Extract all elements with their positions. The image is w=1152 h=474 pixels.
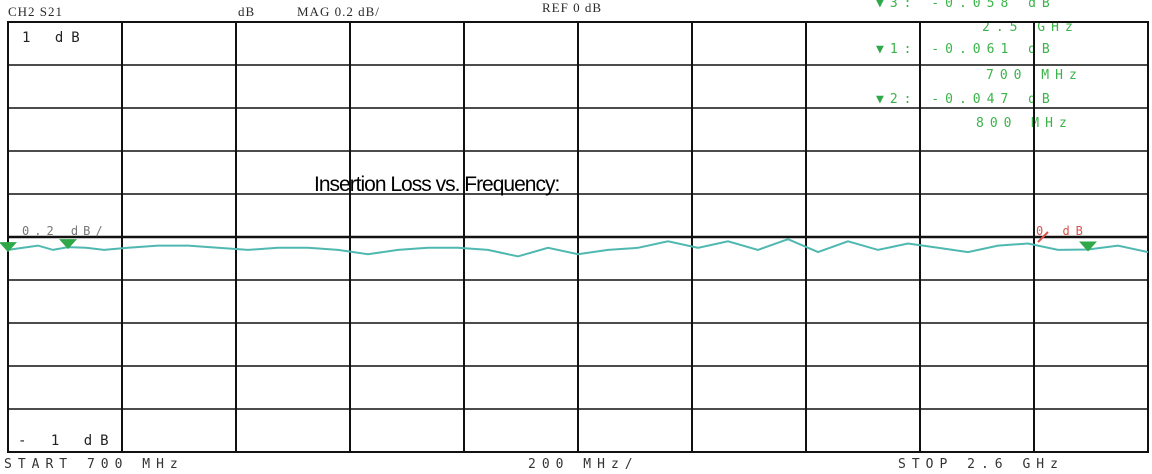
marker-1-triangle [0, 242, 17, 253]
format-label: dB [238, 4, 256, 19]
insertion-loss-trace [7, 238, 1149, 258]
marker-1-readout: ▼ 1: -0.061 dB [876, 42, 1056, 57]
marker-2-frequency: 800 MHz [976, 116, 1073, 131]
start-frequency-label: START 700 MHz [4, 457, 184, 472]
graticule [7, 21, 1149, 453]
marker-triangle-icon: ▼ [876, 92, 884, 107]
marker-triangle-icon: ▼ [876, 0, 884, 11]
trace-layer [7, 238, 1149, 258]
top-division-label: 1 dB [22, 30, 88, 46]
marker-3-readout: ▼ 3: -0.058 dB [876, 0, 1056, 11]
marker-1-frequency: 700 MHz [986, 68, 1083, 83]
reference-level-label: 0 dB [1036, 224, 1089, 238]
marker-2-value: 2: -0.047 dB [889, 92, 1056, 107]
chart-title: Insertion Loss vs. Frequency: [314, 173, 560, 196]
marker-2-readout: ▼ 2: -0.047 dB [876, 92, 1056, 107]
reference-position-marker [1037, 231, 1049, 243]
marker-triangle-icon: ▼ [876, 42, 884, 57]
stop-frequency-label: STOP 2.6 GHz [898, 457, 1064, 472]
marker-3-value: 3: -0.058 dB [889, 0, 1056, 11]
channel-label: CH2 S21 [8, 4, 64, 19]
bottom-division-label: - 1 dB [18, 433, 117, 449]
scale-readout: MAG 0.2 dB/ [297, 4, 380, 19]
scale-per-division-label: 0.2 dB/ [22, 224, 108, 238]
marker-layer [0, 231, 1097, 253]
span-per-division-label: 200 MHz/ [528, 457, 639, 472]
marker-2-triangle [59, 239, 77, 250]
marker-3-frequency: 2.5 GHz [982, 20, 1079, 35]
reference-readout: REF 0 dB [542, 0, 603, 15]
marker-1-value: 1: -0.061 dB [889, 42, 1056, 57]
marker-3-triangle [1079, 241, 1097, 252]
